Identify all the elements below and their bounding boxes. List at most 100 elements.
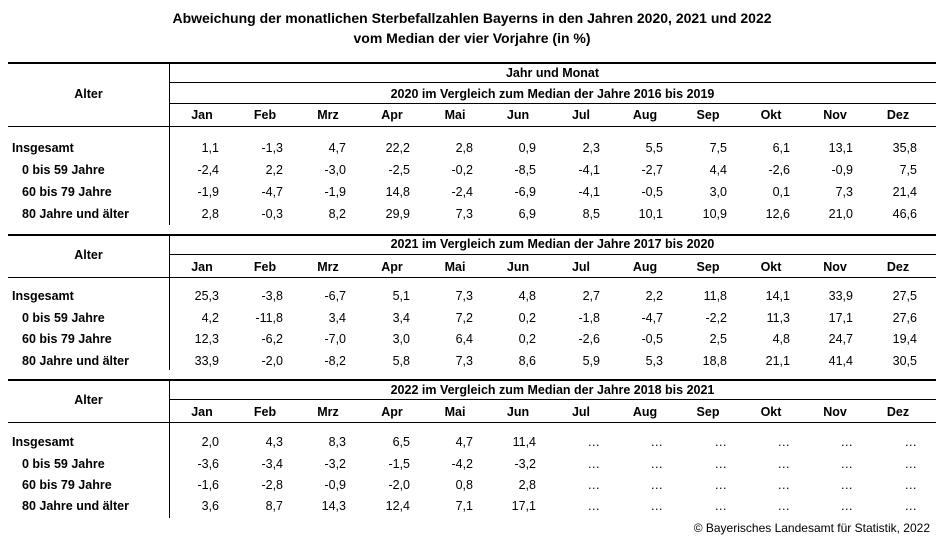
table-cell: -4,2 [451,457,473,471]
table-cell: -3,2 [324,457,346,471]
table-cell: 12,3 [194,332,219,346]
month-header-jul: Jul [571,405,591,419]
table-cell: 12,4 [385,499,410,513]
table-cell: 10,9 [702,207,727,221]
month-header-mrz: Mrz [317,260,339,274]
table-cell: 17,1 [511,499,536,513]
header-bottom-rule [8,422,936,423]
table-cell: 3,0 [392,332,410,346]
table-cell: 8,3 [328,435,346,449]
table-cell: 6,1 [772,141,790,155]
header-rule [169,82,936,83]
table-cell: -6,2 [261,332,283,346]
table-cell: -2,0 [261,354,283,368]
table-cell: 7,5 [709,141,727,155]
table-cell: -2,6 [578,332,600,346]
table-cell: -0,3 [261,207,283,221]
table-title-line-2: vom Median der vier Vorjahre (in %) [353,30,591,46]
table-title-line-1: Abweichung der monatlichen Sterbefallzah… [172,10,772,26]
table-cell: 1,1 [201,141,219,155]
table-cell: -1,5 [388,457,410,471]
table-cell: … [904,478,918,492]
month-header-feb: Feb [253,108,277,122]
jahr-und-monat-heading: Jahr und Monat [505,66,600,80]
table-cell: 7,3 [455,354,473,368]
month-header-okt: Okt [760,260,782,274]
table-cell: 0,1 [772,185,790,199]
table-cell: -3,4 [261,457,283,471]
table-cell: 2,3 [582,141,600,155]
table-cell: 13,1 [828,141,853,155]
table-cell: 30,5 [892,354,917,368]
month-header-nov: Nov [823,108,847,122]
table-cell: 5,1 [392,289,410,303]
table-cell: -4,1 [578,163,600,177]
header-rule [169,399,936,400]
table-cell: 5,5 [645,141,663,155]
table-cell: 11,3 [766,311,790,325]
row-label: Insgesamt [12,141,74,155]
table-cell: -8,5 [514,163,536,177]
table-cell: 14,8 [385,185,410,199]
table-cell: 17,1 [828,311,853,325]
header-rule [169,254,936,255]
row-label: 80 Jahre und älter [22,499,129,513]
table-cell: 21,4 [892,185,917,199]
table-cell: 0,8 [455,478,473,492]
table-cell: 18,8 [702,354,727,368]
month-header-sep: Sep [696,260,720,274]
table-cell: … [777,478,791,492]
month-header-jul: Jul [571,260,591,274]
row-label: 0 bis 59 Jahre [22,311,105,325]
table-cell: … [777,499,791,513]
month-header-apr: Apr [381,405,403,419]
table-cell: -4,7 [641,311,663,325]
copyright-footer: © Bayerisches Landesamt für Statistik, 2… [693,521,930,535]
table-cell: -1,3 [261,141,283,155]
table-cell: … [904,457,918,471]
label-column-divider [169,234,170,370]
table-cell: -3,8 [261,289,283,303]
month-header-nov: Nov [823,405,847,419]
month-header-feb: Feb [253,260,277,274]
table-cell: 2,7 [582,289,600,303]
table-cell: 35,8 [892,141,917,155]
table-cell: 5,3 [645,354,663,368]
month-header-okt: Okt [760,405,782,419]
table-cell: -6,7 [324,289,346,303]
table-cell: -3,0 [324,163,346,177]
month-header-jan: Jan [191,405,213,419]
month-header-aug: Aug [632,108,658,122]
table-cell: 2,0 [201,435,219,449]
table-cell: 14,3 [321,499,346,513]
month-header-jun: Jun [506,405,530,419]
table-cell: 22,2 [385,141,410,155]
month-header-mai: Mai [444,260,466,274]
table-cell: 8,7 [265,499,283,513]
month-header-jun: Jun [506,260,530,274]
row-label: 60 bis 79 Jahre [22,478,112,492]
table-cell: … [840,435,854,449]
table-cell: … [650,499,664,513]
month-header-aug: Aug [632,405,658,419]
row-label: 0 bis 59 Jahre [22,457,105,471]
table-cell: 2,5 [709,332,727,346]
month-header-mai: Mai [444,108,466,122]
section-heading: 2020 im Vergleich zum Median der Jahre 2… [390,87,715,101]
header-bottom-rule [8,277,936,278]
header-rule [169,103,936,104]
table-cell: 46,6 [892,207,917,221]
table-cell: 5,9 [582,354,600,368]
table-cell: 7,5 [899,163,917,177]
table-cell: -4,7 [261,185,283,199]
month-header-sep: Sep [696,405,720,419]
table-cell: … [840,499,854,513]
table-cell: 11,8 [703,289,727,303]
row-label: 80 Jahre und älter [22,207,129,221]
alter-column-heading: Alter [74,248,103,262]
table-cell: … [714,499,728,513]
table-cell: -1,8 [578,311,600,325]
month-header-jan: Jan [191,108,213,122]
table-cell: 4,7 [455,435,473,449]
table-cell: … [650,435,664,449]
